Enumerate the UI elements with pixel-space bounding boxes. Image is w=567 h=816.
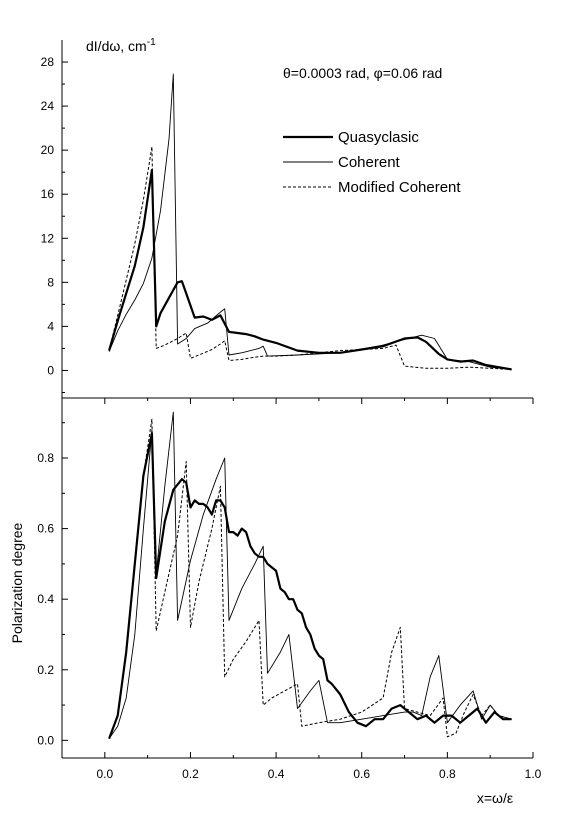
legend: Quasyclasic Coherent Modified Coherent (283, 129, 461, 196)
top-y-tick-label: 0 (47, 363, 54, 377)
bottom-x-tick-label: 0.2 (182, 767, 199, 781)
bottom-series-group (108, 411, 512, 739)
top-axes: 0 4 8 12 16 20 24 28 (41, 40, 534, 404)
bottom-x-tick-label: 0.8 (439, 767, 456, 781)
bottom-x-tick-label: 0.6 (353, 767, 370, 781)
bottom-y-tick-label: 0.8 (37, 451, 54, 465)
top-y-tick-label: 12 (41, 231, 55, 245)
top-series-modified-coherent (108, 146, 512, 370)
bottom-series-modified-coherent (108, 418, 512, 739)
legend-label-modified-coherent: Modified Coherent (338, 179, 461, 196)
top-y-tick-label: 16 (41, 187, 55, 201)
bottom-y-tick-label: 0.0 (37, 733, 54, 747)
legend-label-quasyclasic: Quasyclasic (338, 129, 419, 146)
bottom-panel: 0.0 0.2 0.4 0.6 0.8 0.0 0.2 0.4 0.6 0.8 1.0 Polari… (9, 398, 542, 806)
top-y-tick-label: 20 (41, 143, 55, 157)
bottom-series-coherent (108, 411, 512, 739)
top-series-quasyclasic (108, 168, 512, 371)
bottom-xlabel: x=ω/ε (477, 790, 513, 806)
top-ylabel-superscript: -1 (147, 37, 156, 48)
bottom-x-tick-label: 0.4 (268, 767, 285, 781)
top-series-coherent (108, 73, 512, 370)
top-ylabel: dI/dω, cm-1 (86, 37, 156, 54)
top-series-group (108, 73, 512, 371)
bottom-x-tick-label: 1.0 (525, 767, 542, 781)
legend-label-coherent: Coherent (338, 154, 401, 171)
top-y-tick-label: 28 (41, 55, 55, 69)
bottom-axes: 0.0 0.2 0.4 0.6 0.8 0.0 0.2 0.4 0.6 0.8 1.0 (37, 398, 542, 781)
bottom-x-tick-label: 0.0 (96, 767, 113, 781)
bottom-y-tick-label: 0.6 (37, 522, 54, 536)
bottom-y-tick-label: 0.2 (37, 663, 54, 677)
top-annotation: θ=0.0003 rad, φ=0.06 rad (283, 65, 442, 81)
top-y-tick-label: 4 (47, 319, 54, 333)
top-y-tick-label: 8 (47, 275, 54, 289)
bottom-y-tick-label: 0.4 (37, 592, 54, 606)
bottom-series-quasyclasic (108, 432, 512, 739)
top-panel: 0 4 8 12 16 20 24 28 dI/dω, cm-1 θ=0.0003 rad, … (41, 37, 534, 404)
bottom-ylabel: Polarization degree (9, 522, 25, 643)
top-y-tick-label: 24 (41, 99, 55, 113)
